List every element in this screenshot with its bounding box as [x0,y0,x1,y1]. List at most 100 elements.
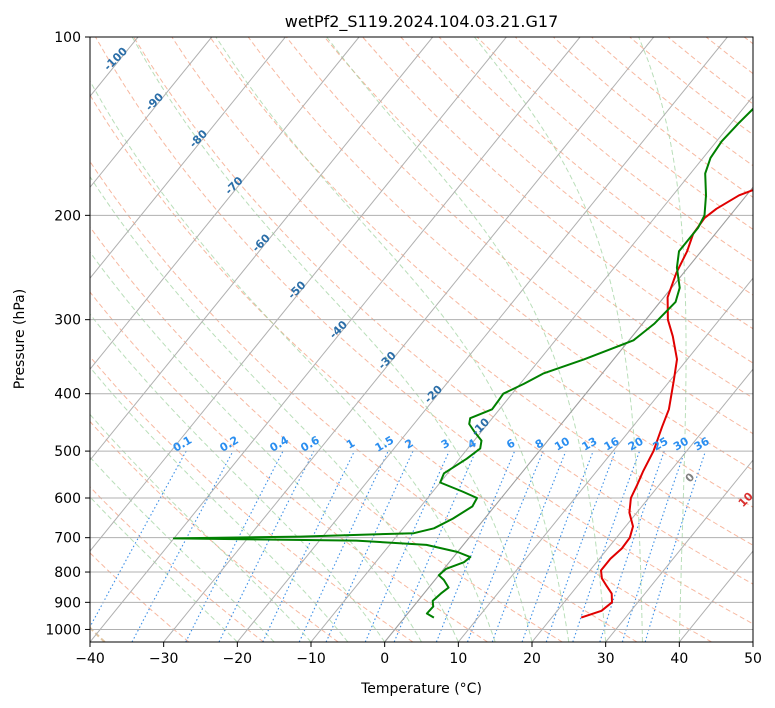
isotherm-label: -50 [285,278,308,301]
dry-adiabat [95,37,753,625]
mixing-ratio-label: 1 [344,437,357,452]
x-tick-label: −40 [75,651,105,667]
dry-adiabat [743,37,753,45]
mixing-ratio-line [644,450,707,642]
line-labels: 0.1 0.2 0.4 0.6 1 1.5 2 3 4 6 8 10 13 16 20 25 30 36-100-… [101,44,756,509]
y-tick-label: 300 [54,313,81,329]
y-tick-label: 200 [54,208,81,224]
x-tick-label: 30 [597,651,615,667]
mixing-ratio-line [572,450,641,642]
dry-adiabat [90,160,638,642]
isotherm-label: -20 [422,383,445,406]
x-tick-label: 0 [380,651,389,667]
isotherm-label: -80 [187,127,210,150]
isotherm [531,368,753,642]
dry-adiabat [90,420,339,642]
dry-adiabat [362,37,753,364]
isotherm [90,37,434,461]
y-tick-label: 400 [54,387,81,403]
chart-title: wetPf2_S119.2024.104.03.21.G17 [285,12,559,32]
moist-adiabat [131,37,533,642]
series-line-1 [172,107,753,619]
dry-adiabat [476,37,753,263]
moist-adiabat [90,456,275,642]
x-tick-label: 40 [670,651,688,667]
y-axis: 100 200 300 400 500 600 700 800 900 1000 [45,30,90,638]
dry-adiabat [247,37,753,471]
y-axis-label: Pressure (hPa) [12,289,28,389]
mixing-ratio-label: 3 [439,437,452,452]
mixing-ratio-label: 8 [533,437,546,452]
isotherm [90,37,213,189]
dry-adiabat [133,37,753,585]
moist-adiabat [90,313,386,642]
dry-adiabat [90,226,563,642]
mixing-ratio-line [491,450,567,642]
x-tick-label: 10 [449,651,467,667]
isotherm [752,641,753,642]
mixing-ratio-line [466,450,544,642]
y-tick-label: 500 [54,444,81,460]
x-tick-label: 20 [523,651,541,667]
x-axis: −40 −30 −20 −10 0 10 20 30 40 50 [75,642,762,667]
mixing-ratio-line [218,450,315,642]
moist-adiabat [90,80,496,642]
dry-adiabat [90,291,488,642]
mixing-ratio-line [90,450,187,629]
isotherm [457,277,753,642]
mixing-ratio-line [435,450,516,642]
x-axis-label: Temperature (°C) [360,681,482,697]
moist-adiabat [90,251,422,642]
isotherm-label: -100 [101,44,130,73]
y-tick-label: 100 [54,30,81,46]
series-line-0 [580,189,753,619]
x-tick-label: −30 [149,651,179,667]
dry-adiabat [209,37,753,508]
moist-adiabat [90,413,312,642]
isotherm [236,37,728,642]
isotherm [605,459,753,642]
dry-adiabat [514,37,753,230]
isotherm [310,95,753,642]
y-tick-label: 900 [54,595,81,611]
x-tick-label: 50 [744,651,762,667]
mixing-ratio-line [521,450,594,642]
moist-adiabat [638,37,687,642]
dry-adiabat [324,37,753,399]
isotherm [0,37,64,642]
y-tick-label: 1000 [45,622,81,638]
mixing-ratio-line [364,450,450,642]
mixing-ratio-line [599,450,665,642]
plot-frame [89,36,754,643]
mixing-ratio-line [621,450,686,642]
zero-isotherm [384,186,753,642]
isotherm [90,37,286,280]
dry-adiabat [90,94,712,642]
dry-adiabat [667,37,753,105]
isotherm [90,37,360,370]
grid [0,37,753,642]
y-tick-label: 800 [54,565,81,581]
moist-adiabat [90,175,459,642]
dry-adiabat [90,552,190,642]
x-tick-label: −20 [223,651,253,667]
series-group [172,107,753,619]
isotherm [90,37,507,552]
dry-adiabat [553,37,753,198]
moist-adiabat [215,37,570,642]
isotherm-label: -40 [327,318,350,341]
dry-adiabat [90,355,414,642]
x-tick-label: −10 [296,651,326,667]
mixing-ratio-line [185,450,284,642]
background-lines [90,37,753,642]
mixing-ratio-line [545,450,616,642]
mixing-ratio-line [325,450,414,642]
moist-adiabat [90,366,349,642]
isotherm-label: -10 [469,415,492,438]
y-tick-label: 600 [54,491,81,507]
dry-adiabat-label: 0 [683,470,698,485]
dry-adiabat [438,37,753,296]
isotherm [163,37,655,642]
moist-adiabat [326,37,607,642]
